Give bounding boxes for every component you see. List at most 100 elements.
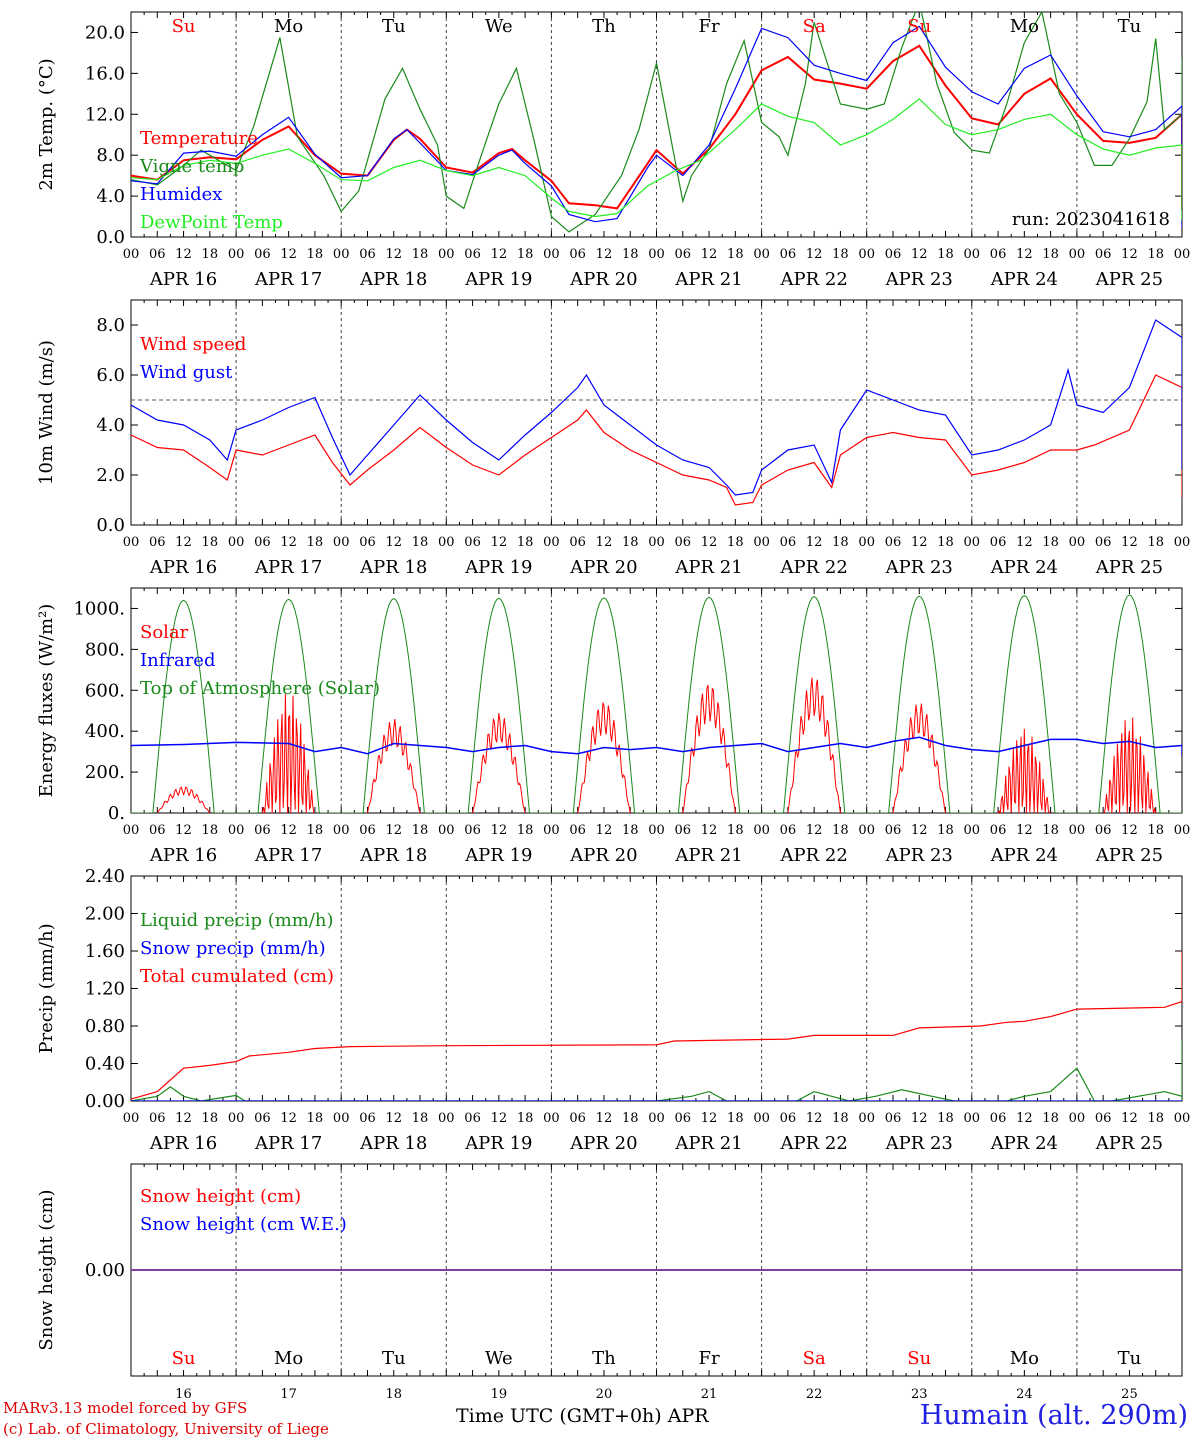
weekday-label: Tu bbox=[382, 1348, 406, 1369]
weekday-label: Tu bbox=[382, 16, 406, 37]
hour-tick-label: 06 bbox=[569, 823, 586, 838]
hour-tick-label: 18 bbox=[727, 247, 744, 262]
toa-solar-line bbox=[761, 596, 867, 813]
hour-tick-label: 12 bbox=[175, 247, 192, 262]
hour-tick-label: 06 bbox=[254, 247, 271, 262]
model-credit: MARv3.13 model forced by GFS bbox=[3, 1399, 248, 1417]
hour-tick-label: 06 bbox=[569, 535, 586, 550]
hour-tick-label: 00 bbox=[964, 535, 981, 550]
solar-line bbox=[261, 694, 315, 813]
hour-tick-label: 06 bbox=[990, 247, 1007, 262]
hour-tick-label: 12 bbox=[911, 535, 928, 550]
legend-entry: Snow height (cm) bbox=[140, 1186, 301, 1207]
date-label: APR 22 bbox=[780, 1133, 848, 1154]
toa-solar-line bbox=[341, 598, 447, 813]
y-tick-label: 0.00 bbox=[85, 1260, 125, 1281]
weekday-label: We bbox=[485, 1348, 513, 1369]
hour-tick-label: 18 bbox=[202, 1111, 219, 1126]
hour-tick-label: 12 bbox=[280, 535, 297, 550]
weekday-label: Sa bbox=[803, 1348, 826, 1369]
hour-tick-label: 18 bbox=[622, 535, 639, 550]
hour-tick-label: 00 bbox=[964, 823, 981, 838]
hour-tick-label: 18 bbox=[307, 247, 324, 262]
date-label: APR 17 bbox=[254, 1133, 322, 1154]
y-tick-label: 6.0 bbox=[96, 365, 125, 386]
panel-snow bbox=[130, 1163, 1183, 1377]
hour-tick-label: 12 bbox=[1121, 535, 1138, 550]
toa-solar-line bbox=[971, 595, 1077, 813]
panel-precip bbox=[130, 875, 1183, 1102]
hour-tick-label: 00 bbox=[333, 247, 350, 262]
hour-tick-label: 06 bbox=[1095, 535, 1112, 550]
day-number-label: 17 bbox=[280, 1387, 297, 1402]
hour-tick-label: 18 bbox=[727, 823, 744, 838]
hour-tick-label: 00 bbox=[753, 247, 770, 262]
day-number-label: 20 bbox=[596, 1387, 613, 1402]
hour-tick-label: 00 bbox=[333, 1111, 350, 1126]
hour-tick-label: 06 bbox=[780, 823, 797, 838]
hour-tick-label: 06 bbox=[464, 535, 481, 550]
hour-tick-label: 18 bbox=[937, 535, 954, 550]
series-group bbox=[131, 319, 1182, 506]
hour-tick-label: 00 bbox=[858, 1111, 875, 1126]
y-tick-label: 8.0 bbox=[96, 315, 125, 336]
hour-tick-label: 18 bbox=[412, 823, 429, 838]
hour-tick-label: 18 bbox=[202, 535, 219, 550]
hour-tick-label: 12 bbox=[280, 823, 297, 838]
weekday-label: Fr bbox=[699, 1348, 720, 1369]
hour-tick-label: 18 bbox=[307, 535, 324, 550]
infrared-line bbox=[131, 736, 1182, 756]
hour-tick-label: 00 bbox=[543, 535, 560, 550]
legend-entry: Infrared bbox=[140, 650, 215, 671]
date-label: APR 25 bbox=[1095, 557, 1163, 578]
hour-tick-label: 00 bbox=[1069, 535, 1086, 550]
hour-tick-label: 12 bbox=[701, 1111, 718, 1126]
y-tick-label: 0.00 bbox=[85, 1091, 125, 1112]
hour-tick-label: 00 bbox=[1174, 247, 1191, 262]
toa-solar-line bbox=[551, 597, 657, 813]
hour-tick-label: 00 bbox=[858, 535, 875, 550]
date-label: APR 16 bbox=[149, 845, 217, 866]
legend-entry: Humidex bbox=[140, 184, 222, 205]
temperature-series-line-3 bbox=[131, 98, 1182, 221]
date-label: APR 18 bbox=[359, 557, 427, 578]
hour-tick-label: 18 bbox=[1042, 247, 1059, 262]
solar-line bbox=[577, 702, 631, 813]
hour-tick-label: 00 bbox=[228, 247, 245, 262]
y-tick-label: 1.20 bbox=[85, 979, 125, 1000]
date-label: APR 16 bbox=[149, 269, 217, 290]
hour-tick-label: 00 bbox=[964, 1111, 981, 1126]
hour-tick-label: 06 bbox=[464, 1111, 481, 1126]
hour-tick-label: 18 bbox=[832, 535, 849, 550]
weekday-label: Su bbox=[172, 1348, 196, 1369]
hour-tick-label: 12 bbox=[175, 1111, 192, 1126]
series-group bbox=[131, 951, 1182, 1101]
day-number-label: 23 bbox=[911, 1387, 928, 1402]
hour-tick-label: 12 bbox=[596, 823, 613, 838]
hour-tick-label: 00 bbox=[1069, 1111, 1086, 1126]
hour-tick-label: 00 bbox=[228, 535, 245, 550]
hour-tick-label: 18 bbox=[202, 823, 219, 838]
hour-tick-label: 06 bbox=[254, 823, 271, 838]
panel-frame bbox=[130, 587, 1183, 814]
hour-tick-label: 12 bbox=[806, 535, 823, 550]
hour-tick-label: 18 bbox=[1147, 823, 1164, 838]
legend-entry: Total cumulated (cm) bbox=[140, 966, 334, 987]
hour-tick-label: 18 bbox=[517, 247, 534, 262]
weekday-label: Tu bbox=[1118, 1348, 1142, 1369]
hour-tick-label: 18 bbox=[937, 1111, 954, 1126]
hour-tick-label: 00 bbox=[333, 535, 350, 550]
hour-tick-label: 12 bbox=[1121, 1111, 1138, 1126]
toa-solar-line bbox=[236, 598, 342, 813]
hour-tick-label: 12 bbox=[596, 1111, 613, 1126]
weekday-label: Mo bbox=[274, 16, 303, 37]
legend-entry: Temperature bbox=[140, 128, 258, 149]
weekday-label: Mo bbox=[1010, 1348, 1039, 1369]
hour-tick-label: 12 bbox=[1016, 247, 1033, 262]
date-label: APR 20 bbox=[569, 557, 637, 578]
date-label: APR 17 bbox=[254, 557, 322, 578]
hour-tick-label: 00 bbox=[228, 1111, 245, 1126]
hour-tick-label: 00 bbox=[438, 247, 455, 262]
weekday-label: Su bbox=[172, 16, 196, 37]
solar-line bbox=[682, 684, 736, 813]
